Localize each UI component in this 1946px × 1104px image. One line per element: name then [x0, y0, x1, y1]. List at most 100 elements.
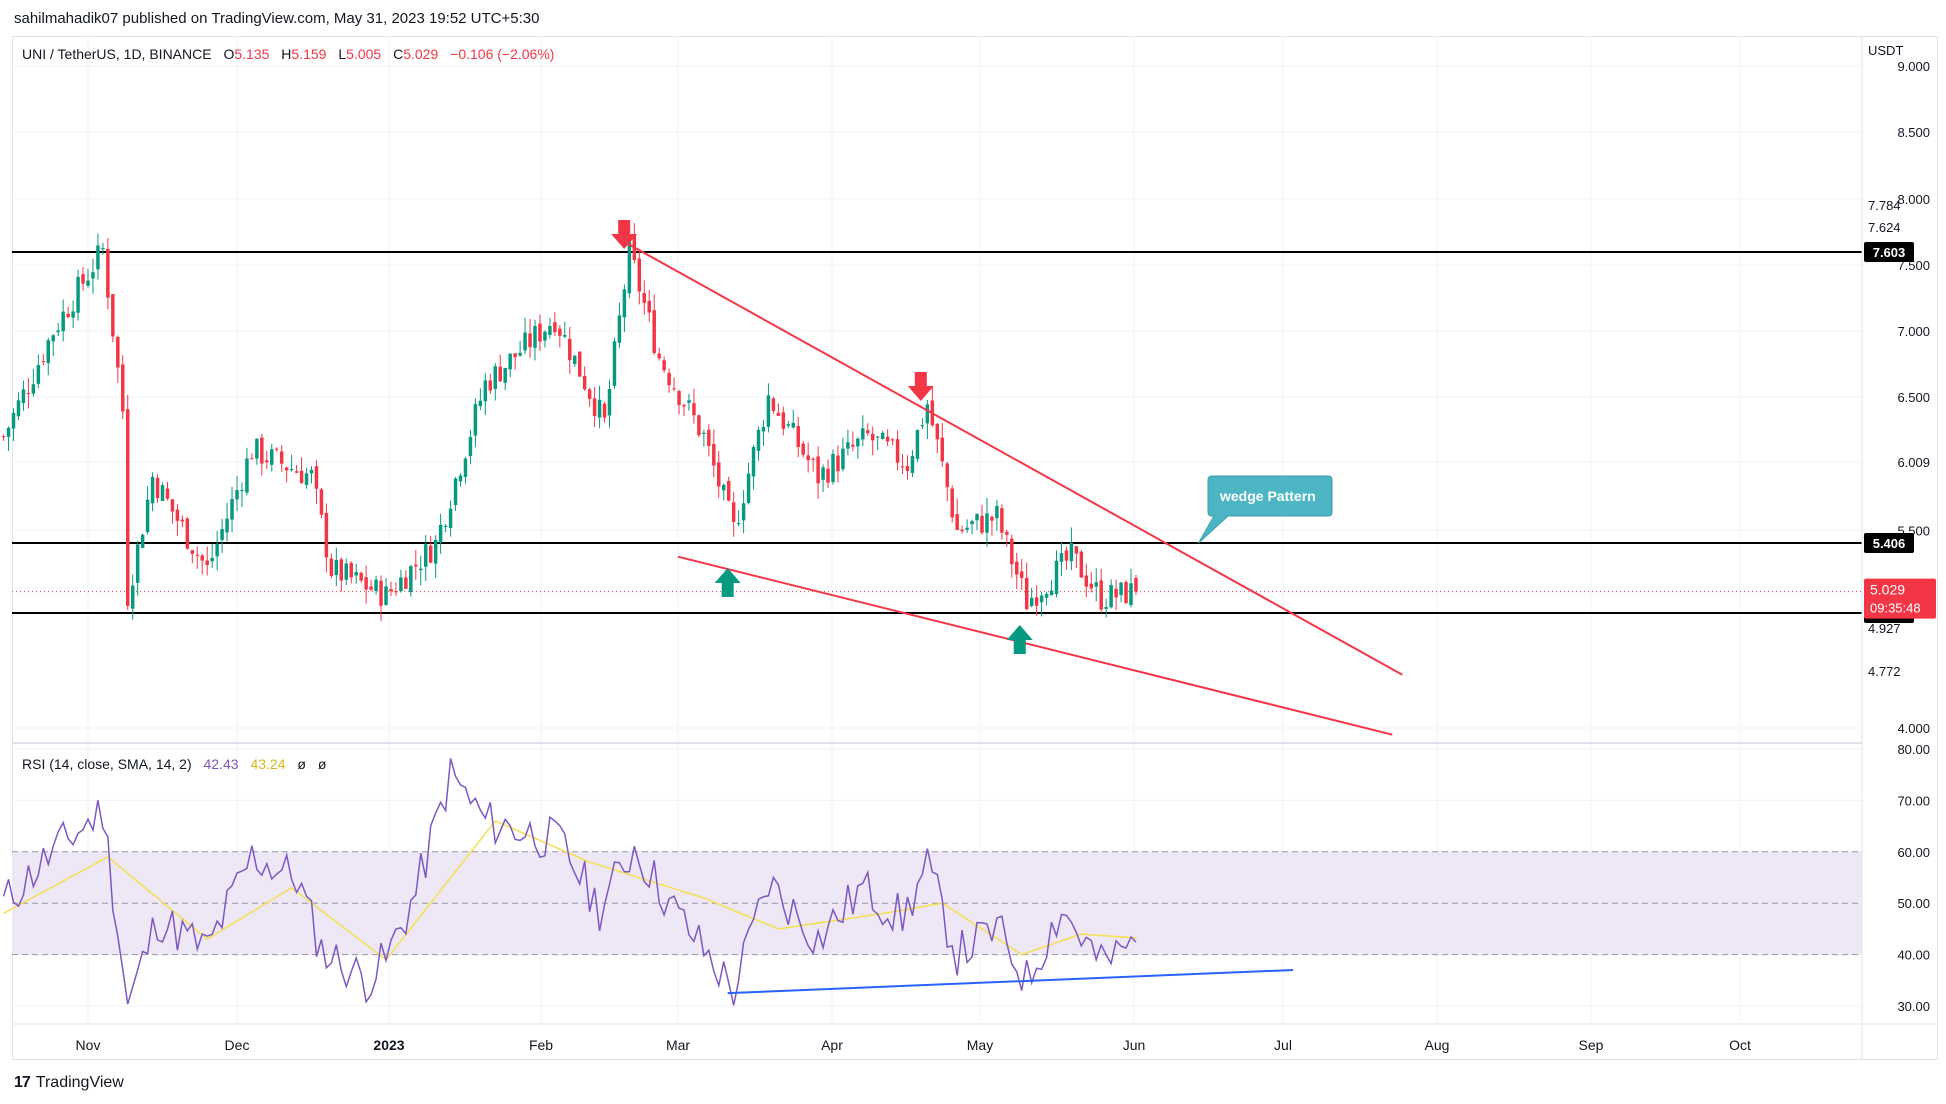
candle [1079, 550, 1084, 578]
candle [712, 429, 716, 478]
candle-body [289, 468, 294, 471]
candle-body [861, 428, 865, 440]
candle-body [220, 529, 224, 540]
svg-text:UNI / TetherUS, 1D, BINANCE: UNI / TetherUS, 1D, BINANCE O5.135 H5.15… [22, 46, 554, 62]
candle [647, 289, 651, 322]
candle [1044, 591, 1049, 606]
candle-body [1074, 546, 1079, 554]
candle-body [1054, 560, 1059, 595]
rsi-tick-label: 60.00 [1897, 845, 1930, 860]
candle [130, 574, 135, 620]
candle-body [46, 340, 51, 364]
candle [314, 460, 319, 504]
candle [458, 473, 463, 487]
candle-body [334, 559, 339, 575]
candle-body [712, 443, 716, 466]
wedge-pattern-callout[interactable]: wedge Pattern [1198, 475, 1333, 544]
callout-bubble [1198, 475, 1333, 544]
rsi-tick-label: 30.00 [1897, 999, 1930, 1014]
candle [31, 369, 36, 397]
candle-body [523, 332, 527, 351]
candle [240, 482, 244, 508]
candle-body [190, 550, 195, 554]
candle [1010, 534, 1014, 578]
candle [1109, 579, 1113, 609]
rsi-ma-value: 43.24 [250, 756, 285, 772]
green-up-arrow-icon[interactable] [1006, 625, 1033, 654]
candle-body [215, 543, 219, 557]
high-value: 5.159 [291, 46, 326, 62]
candle-body [260, 437, 264, 464]
candle-body [71, 311, 75, 318]
candle [925, 399, 930, 440]
candle [160, 482, 165, 502]
candle [533, 319, 537, 361]
candle-body [846, 442, 850, 449]
candle-body [841, 448, 845, 470]
candle-body [612, 341, 617, 386]
candle [1069, 527, 1074, 571]
candle [175, 504, 180, 536]
candle-body [21, 389, 26, 404]
candle [190, 549, 195, 564]
candle-body [692, 403, 696, 416]
time-tick-label: Oct [1729, 1037, 1751, 1053]
candle [255, 438, 259, 465]
candle [622, 284, 627, 332]
symbol-title[interactable]: UNI / TetherUS, 1D, BINANCE [22, 46, 212, 62]
candle-body [940, 437, 945, 462]
candle-body [721, 484, 726, 491]
rsi-line[interactable] [2, 758, 1137, 1006]
candle [111, 293, 115, 343]
candle [577, 351, 582, 377]
candle [205, 546, 209, 576]
price-tick-label: 4.000 [1897, 721, 1930, 736]
candle [568, 327, 572, 374]
wedge-upper-trendline[interactable] [618, 238, 1403, 676]
candle [672, 377, 676, 392]
red-down-arrow-icon[interactable] [907, 372, 934, 401]
rsi-title[interactable]: RSI (14, close, SMA, 14, 2) [22, 756, 192, 772]
candle-body [245, 458, 249, 493]
candle [990, 515, 994, 536]
candle-body [960, 529, 964, 532]
wedge-lower-trendline[interactable] [677, 555, 1393, 736]
candle-body [433, 539, 438, 564]
candle [488, 373, 493, 395]
candle-body [602, 403, 607, 418]
candle-body [980, 515, 984, 533]
candle [1, 434, 6, 441]
candle-body [622, 289, 627, 318]
candle-body [915, 429, 920, 459]
candle-body [885, 436, 890, 442]
candle-body [866, 430, 870, 434]
candle [433, 535, 438, 579]
candle [945, 461, 949, 502]
green-up-arrow-icon[interactable] [714, 568, 741, 597]
candle [597, 385, 602, 429]
rsi-divergence-trendline[interactable] [727, 969, 1293, 995]
candle [861, 415, 865, 447]
candle [1099, 568, 1103, 613]
level-price-tag: 5.406 [1864, 533, 1914, 553]
candle-body [299, 470, 304, 484]
candle-body [687, 400, 691, 403]
candle-body [875, 436, 880, 438]
candle-body [766, 395, 771, 427]
candle [135, 540, 140, 596]
candle-body [205, 560, 209, 565]
candle-body [518, 352, 522, 356]
candle [731, 491, 736, 537]
candle [950, 485, 954, 523]
candle [245, 447, 249, 496]
candle [448, 500, 453, 537]
candle-body [235, 490, 239, 500]
candle-body [776, 412, 781, 416]
candle [900, 454, 905, 475]
candle-body [895, 439, 900, 463]
candle-body [389, 589, 393, 592]
red-down-arrow-icon[interactable] [611, 220, 638, 249]
candle [915, 429, 920, 463]
footer-brand[interactable]: 17 TradingView [14, 1074, 124, 1092]
